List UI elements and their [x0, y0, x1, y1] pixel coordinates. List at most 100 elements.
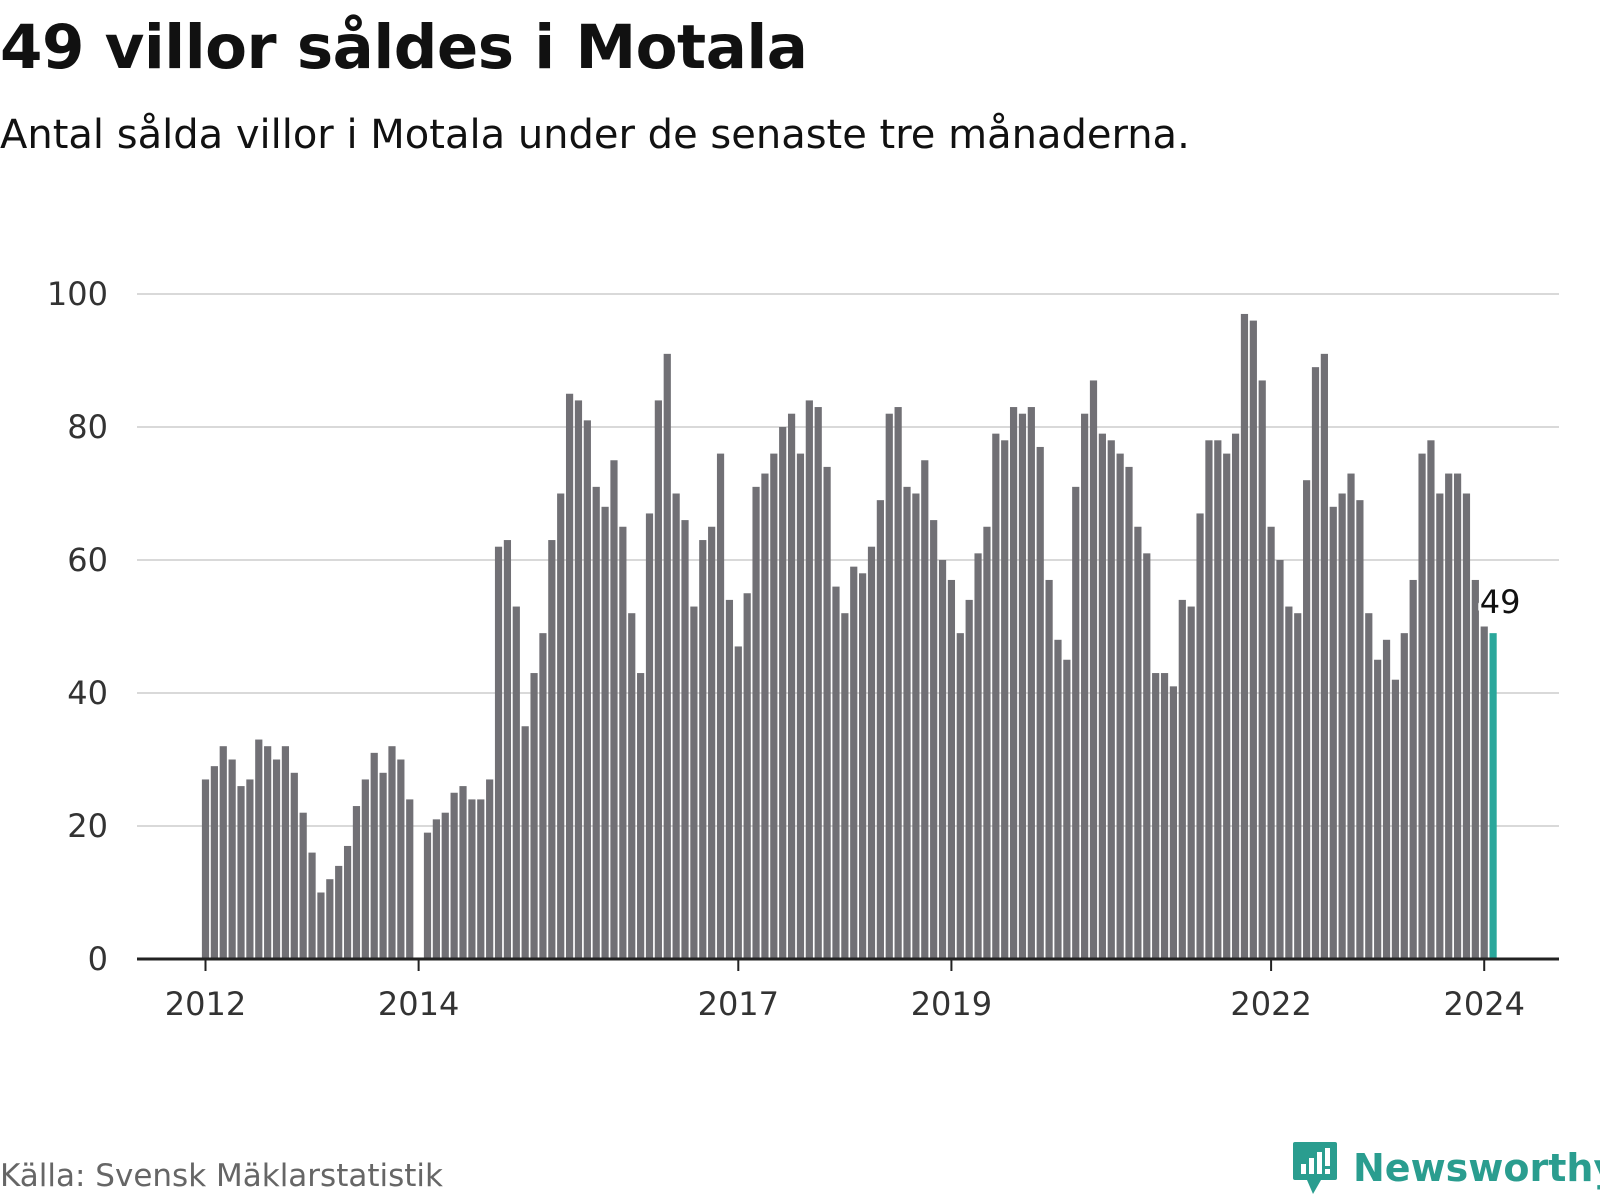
bar	[1303, 480, 1311, 959]
bar	[539, 633, 547, 959]
source-note: Källa: Svensk Mäklarstatistik	[0, 1158, 443, 1194]
bar	[734, 646, 742, 959]
bar	[1453, 473, 1462, 959]
bar	[1001, 440, 1009, 959]
bar	[619, 526, 627, 959]
bar	[583, 420, 591, 960]
bar	[432, 819, 440, 959]
bar	[1045, 579, 1053, 959]
value-annotation: 49	[1480, 583, 1521, 621]
bar	[1365, 613, 1373, 959]
bar	[255, 739, 263, 959]
bar	[1223, 453, 1231, 959]
bar	[637, 673, 645, 959]
bar	[1445, 473, 1453, 959]
y-tick-label: 60	[67, 541, 108, 579]
bar	[1187, 606, 1195, 959]
bar	[1471, 579, 1479, 959]
bar	[947, 579, 956, 959]
bar	[290, 772, 298, 959]
bar	[743, 593, 751, 959]
bar	[770, 453, 778, 959]
bar	[716, 453, 725, 959]
bar	[1027, 407, 1035, 959]
bar	[681, 520, 689, 959]
bar	[592, 486, 600, 959]
bar	[912, 493, 920, 959]
bar	[1196, 513, 1204, 959]
bars	[201, 313, 1497, 960]
bar	[601, 506, 609, 959]
bar	[397, 759, 405, 959]
bar	[761, 473, 769, 959]
bar	[1072, 486, 1080, 959]
bar	[574, 400, 583, 959]
y-tick-label: 0	[88, 940, 108, 978]
bar	[921, 460, 929, 959]
bar	[1240, 313, 1249, 959]
bar	[1427, 440, 1435, 959]
y-tick-label: 100	[47, 275, 108, 313]
bar	[885, 413, 893, 959]
bar	[1267, 526, 1275, 959]
bar	[361, 779, 369, 959]
bar	[521, 726, 529, 959]
axes	[137, 957, 1559, 971]
bar	[690, 606, 698, 959]
bar	[370, 752, 378, 959]
bar	[725, 599, 734, 959]
bar	[823, 466, 831, 959]
bar	[610, 460, 618, 959]
bar	[938, 560, 947, 959]
bar	[956, 633, 964, 959]
bar	[1143, 553, 1151, 959]
bar	[503, 540, 512, 959]
bar	[903, 486, 911, 959]
x-tick-label: 2022	[1230, 985, 1311, 1023]
bar	[264, 746, 272, 959]
x-tick-label: 2024	[1444, 985, 1525, 1023]
bar	[326, 879, 334, 959]
y-tick-label: 40	[67, 674, 108, 712]
bar	[814, 407, 822, 959]
bar	[974, 553, 982, 959]
bar	[281, 746, 290, 959]
bar	[1400, 633, 1408, 959]
bar	[308, 852, 316, 959]
bar	[1178, 599, 1186, 959]
bar-highlight	[1489, 633, 1497, 959]
bar	[672, 493, 680, 959]
bar	[699, 540, 707, 959]
bar	[628, 613, 636, 959]
bar	[388, 746, 396, 959]
bar	[894, 407, 902, 959]
y-tick-label: 80	[67, 408, 108, 446]
y-tick-label: 20	[67, 807, 108, 845]
newsworthy-logo: Newsworthy	[1291, 1140, 1600, 1196]
bar	[352, 806, 361, 959]
bar	[477, 799, 485, 959]
bar	[832, 586, 840, 959]
chart-subtitle: Antal sålda villor i Motala under de sen…	[0, 112, 1190, 158]
bar	[850, 566, 858, 959]
bar	[1347, 473, 1355, 959]
bar	[343, 845, 352, 959]
bar	[965, 599, 973, 959]
bar	[317, 892, 325, 959]
bar	[708, 526, 716, 959]
bar	[1152, 673, 1160, 959]
bar	[459, 786, 467, 959]
bar	[1276, 560, 1284, 959]
bar	[1320, 353, 1328, 960]
bar	[210, 766, 218, 959]
bar	[779, 427, 787, 959]
x-tick-label: 2012	[165, 985, 246, 1023]
bar	[1374, 659, 1382, 959]
bar	[1009, 407, 1018, 959]
bar-chart: 0 20 40 60 80 100 2012 2014 2017 2019 2022 2024 49	[47, 275, 1559, 1023]
bar	[512, 606, 520, 959]
bar	[1329, 506, 1337, 959]
bar	[201, 779, 210, 959]
bar	[992, 433, 1000, 959]
bar	[654, 400, 662, 959]
